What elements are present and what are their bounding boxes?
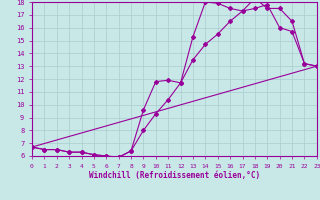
X-axis label: Windchill (Refroidissement éolien,°C): Windchill (Refroidissement éolien,°C)	[89, 171, 260, 180]
